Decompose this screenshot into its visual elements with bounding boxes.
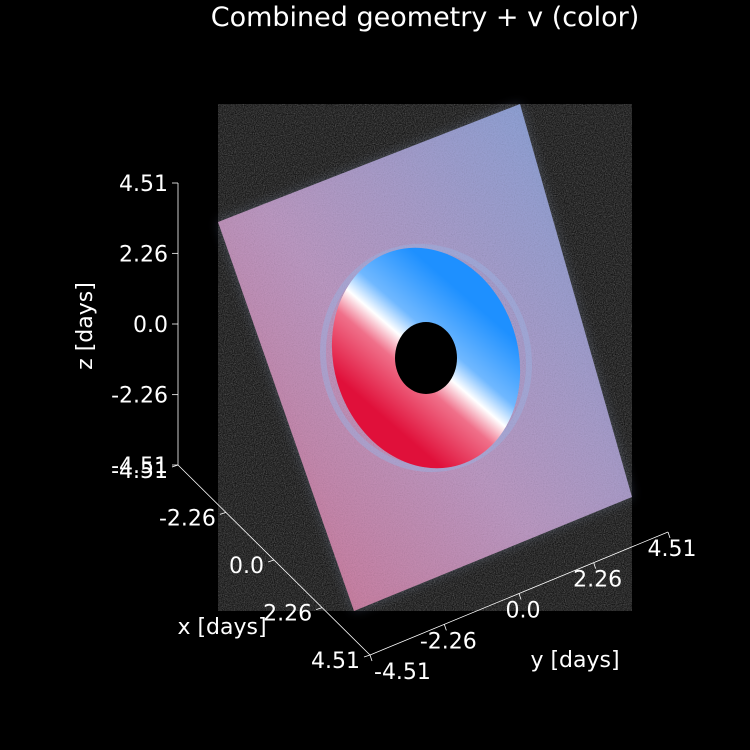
y-tick (667, 531, 671, 539)
chart-title: Combined geometry + v (color) (211, 2, 640, 33)
x-tick-label: 4.51 (311, 649, 360, 674)
y-tick (593, 562, 597, 569)
y-tick-label: -4.51 (374, 660, 431, 685)
y-axis-label: y [days] (530, 648, 619, 673)
axes: -4.51 -2.26 0.0 2.26 4.51 z [days] -4.51 -2.26 0… (73, 172, 696, 685)
z-axis-label: z [days] (73, 282, 98, 370)
y-tick (369, 654, 373, 662)
z-tick-label: 0.0 (133, 313, 168, 338)
z-tick-label: -2.26 (111, 384, 168, 409)
z-tick-label: -4.51 (111, 454, 168, 479)
z-tick-label: 4.51 (119, 172, 168, 197)
x-tick (171, 464, 179, 468)
y-tick-label: 4.51 (648, 537, 697, 562)
x-tick (219, 512, 227, 515)
x-tick-label: -4.51 (111, 459, 168, 484)
x-tick-label: 0.0 (229, 554, 264, 579)
y-tick (443, 624, 447, 631)
y-tick-label: 0.0 (506, 599, 541, 624)
y-tick (518, 593, 522, 600)
geometry (218, 104, 632, 611)
y-tick-label: -2.26 (420, 629, 477, 654)
x-axis-label: x [days] (177, 615, 266, 640)
y-tick-label: 2.26 (573, 568, 622, 593)
x-tick (363, 654, 371, 658)
x-tick-label: -2.26 (159, 506, 216, 531)
x-tick-label: 2.26 (263, 602, 312, 627)
x-tick (267, 559, 275, 563)
z-tick-label: 2.26 (119, 242, 168, 267)
x-tick (315, 607, 323, 610)
disk-inner-hole (395, 322, 457, 394)
